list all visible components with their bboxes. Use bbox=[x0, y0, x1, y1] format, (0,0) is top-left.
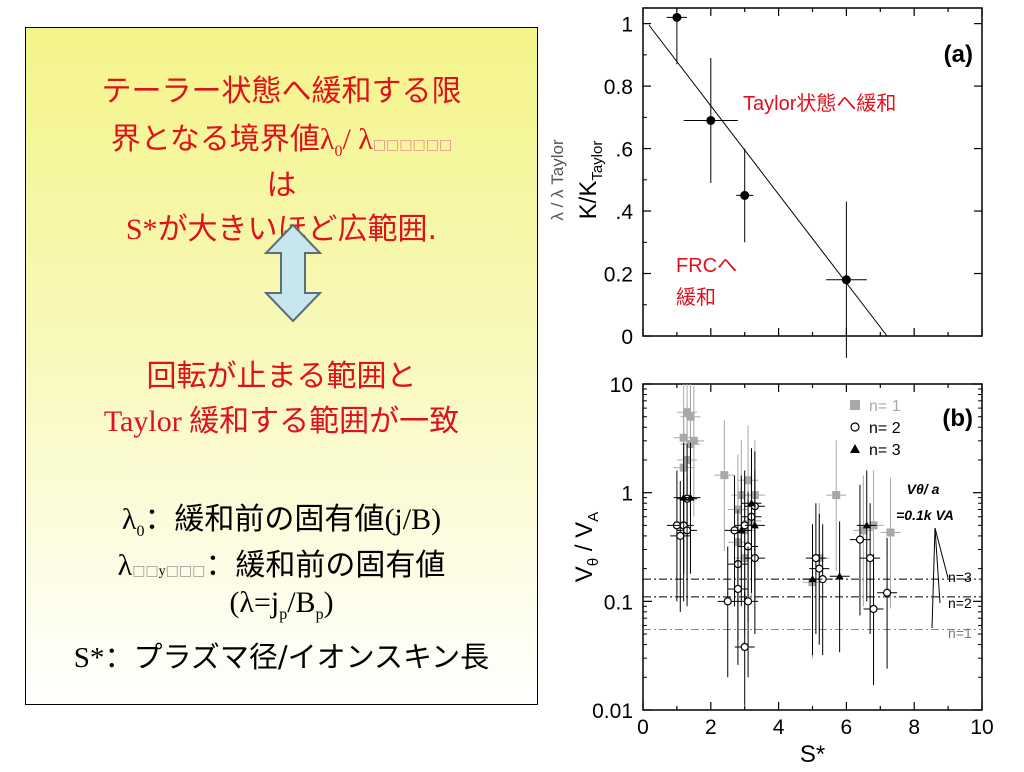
double-arrow-icon bbox=[263, 223, 323, 323]
chart-a-ylabel: K/KTaylor bbox=[575, 141, 606, 220]
chart-b-legend-marker-n3 bbox=[850, 444, 860, 453]
chart-b-point-n3 bbox=[737, 526, 746, 534]
chart-a-svg: λ / λ Taylor 0 0.2 .4 .6 0.8 1 K/KTaylor (a) Tayl… bbox=[548, 7, 983, 358]
chart-b-xtick-label: 10 bbox=[970, 716, 993, 739]
text-line-3: は bbox=[266, 168, 297, 203]
chart-b-legend-label: n= 2 bbox=[869, 420, 901, 437]
chart-a-annotation-frc1: FRCへ bbox=[676, 255, 737, 277]
text-panel: テーラー状態へ緩和する限 界となる境界値λ0/ λ□□□□□□ は S*が大きい… bbox=[25, 27, 538, 705]
chart-b-point-n1 bbox=[832, 491, 841, 500]
text-line-5: 回転が止まる範囲と bbox=[146, 359, 417, 394]
chart-b-hline-label: n=3 bbox=[948, 569, 972, 585]
chart-a-ytick-label: 1 bbox=[621, 14, 633, 37]
chart-b-legend-label: n= 1 bbox=[869, 398, 901, 415]
chart-b-point-n2 bbox=[815, 564, 824, 573]
text-line-2: 界となる境界値λ0/ λ□□□□□□ bbox=[110, 122, 453, 160]
chart-b-ytick-label: 0.1 bbox=[604, 591, 633, 614]
chart-b-hline-label: n=1 bbox=[948, 625, 972, 641]
chart-a-point bbox=[672, 12, 682, 22]
chart-b-point-n1 bbox=[720, 471, 729, 480]
chart-b-xtick-label: 8 bbox=[908, 716, 920, 739]
chart-a-point bbox=[740, 190, 750, 200]
chart-b-ytick-label: 1 bbox=[621, 483, 633, 506]
text-line-7: λ0：緩和前の固有値(j/B) bbox=[121, 502, 442, 540]
chart-b-point-n1 bbox=[859, 526, 868, 535]
chart-b-ylabel: Vθ / VA bbox=[571, 512, 602, 582]
chart-b-ytick-label: 0.01 bbox=[592, 700, 633, 723]
chart-b-point-n3 bbox=[747, 499, 756, 507]
chart-b: 0.01 0.1 1 10 0 2 4 6 8 10 S* Vθ / VA n=3 n=2 n=1 Vθ/ a… bbox=[530, 360, 1024, 768]
chart-b-hline-label: n=2 bbox=[948, 595, 972, 611]
chart-b-point-n3 bbox=[862, 521, 871, 529]
chart-b-legend-marker-n2 bbox=[850, 422, 860, 432]
chart-b-point-n2 bbox=[866, 553, 875, 563]
chart-b-point-n2 bbox=[811, 553, 820, 563]
chart-b-point-n2 bbox=[869, 604, 878, 614]
chart-b-xtick-label: 2 bbox=[705, 716, 717, 739]
chart-b-xtick-label: 0 bbox=[637, 716, 649, 739]
chart-b-point-n1 bbox=[689, 436, 698, 445]
chart-b-point-n2 bbox=[733, 584, 743, 594]
chart-b-point-n2 bbox=[855, 535, 865, 544]
chart-a-annotation-frc2: 緩和 bbox=[676, 286, 716, 309]
chart-a-ytick-label: 0 bbox=[621, 326, 633, 349]
chart-b-point-n2 bbox=[882, 588, 892, 597]
text-line-1: テーラー状態へ緩和する限 bbox=[101, 74, 462, 109]
chart-b-formula-line2: =0.1k VA bbox=[896, 507, 954, 523]
chart-b-point-n2 bbox=[676, 531, 685, 541]
chart-b-point-n2 bbox=[740, 642, 749, 652]
chart-b-point-n3 bbox=[750, 521, 759, 529]
chart-a-annotation-taylor: Taylor状態へ緩和 bbox=[743, 92, 896, 115]
chart-b-point-n1 bbox=[886, 528, 895, 537]
chart-b-point-n2 bbox=[723, 597, 732, 606]
chart-b-xtick-label: 4 bbox=[773, 716, 785, 739]
chart-b-annotation-arrow bbox=[934, 527, 949, 579]
chart-b-xlabel: S* bbox=[800, 741, 825, 768]
chart-b-legend-label: n= 3 bbox=[869, 442, 901, 459]
text-line-10: S*：プラズマ径/イオンスキン長 bbox=[73, 640, 490, 674]
chart-b-annotation-arrow bbox=[934, 527, 941, 604]
chart-b-point-n3 bbox=[835, 572, 844, 580]
text-line-8: λ□□y□□□：緩和前の固有値 bbox=[117, 548, 446, 583]
chart-b-point-n3 bbox=[808, 575, 817, 583]
chart-a-fit-line bbox=[648, 24, 888, 337]
chart-b-point-n1 bbox=[744, 476, 753, 485]
chart-a-ytick-label: 0.2 bbox=[604, 264, 633, 287]
chart-b-svg: 0.01 0.1 1 10 0 2 4 6 8 10 S* Vθ / VA n=3 n=2 n=1 Vθ/ a… bbox=[571, 374, 994, 768]
chart-b-panel-label: (b) bbox=[942, 405, 973, 432]
chart-a-ytick-label: .6 bbox=[615, 139, 633, 162]
chart-a-point bbox=[706, 115, 716, 125]
chart-b-point-n3 bbox=[686, 493, 695, 501]
chart-a-panel-label: (a) bbox=[944, 41, 973, 68]
chart-a-ytick-label: .4 bbox=[615, 201, 633, 224]
chart-b-ytick-label: 10 bbox=[610, 374, 633, 397]
chart-b-annotation-arrow bbox=[931, 527, 936, 629]
chart-b-formula-line1: Vθ/ a bbox=[907, 481, 940, 497]
text-line-6: Taylor 緩和する範囲が一致 bbox=[103, 404, 460, 439]
chart-b-legend-marker-n1 bbox=[850, 400, 860, 410]
text-line-9: (λ=jp/Bp) bbox=[229, 586, 334, 623]
chart-a: λ / λ Taylor 0 0.2 .4 .6 0.8 1 K/KTaylor (a) Tayl… bbox=[530, 0, 1024, 360]
chart-a-ytick-label: 0.8 bbox=[604, 76, 633, 99]
chart-b-xtick-label: 6 bbox=[841, 716, 853, 739]
chart-b-point-n2 bbox=[743, 597, 753, 606]
chart-a-overlay-label: λ / λ Taylor bbox=[548, 139, 567, 221]
chart-a-point bbox=[841, 275, 851, 285]
